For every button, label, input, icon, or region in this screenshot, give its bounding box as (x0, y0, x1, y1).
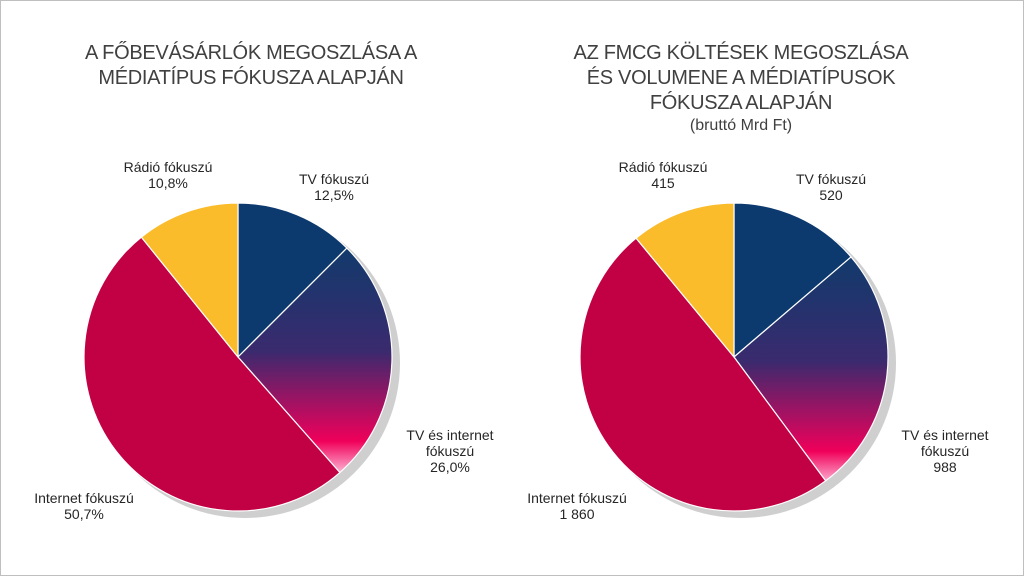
pie-chart-right: TV fókuszú 520 TV és internet fókuszú 988 Int… (527, 159, 988, 522)
pie-slice-tv (733, 202, 852, 359)
chart-title-right-line-1: AZ FMCG KÖLTÉSEK MEGOSZLÁSA (573, 42, 909, 64)
chart-title-right-line-2: ÉS VOLUMENE A MÉDIATÍPUSOK (586, 67, 896, 89)
chart-title-right-line-3: FÓKUSZA ALAPJÁN (649, 92, 833, 114)
chart-title-left-line-1: A FŐBEVÁSÁRLÓK MEGOSZLÁSA A (84, 42, 418, 64)
pie-slice-internet (579, 237, 827, 512)
data-label-tv-internet: TV és internet fókuszú 988 (901, 427, 988, 475)
pie-chart-left: TV fókuszú 12,5% TV és internet fókuszú 26,0… (34, 159, 493, 522)
chart-title-left: A FŐBEVÁSÁRLÓK MEGOSZLÁSA A MÉDIATÍPUS F… (41, 41, 461, 91)
pie-slice-tv-internet (733, 256, 889, 482)
data-label-internet: Internet fókuszú 50,7% (34, 490, 134, 522)
data-label-tv-internet: TV és internet fókuszú 26,0% (406, 427, 493, 475)
chart-subtitle-right: (bruttó Mrd Ft) (689, 117, 793, 134)
data-label-internet: Internet fókuszú 1 860 (527, 490, 627, 522)
data-label-tv: TV fókuszú 12,5% (299, 171, 369, 203)
pie-slice-tv (237, 202, 348, 359)
chart-title-right: AZ FMCG KÖLTÉSEK MEGOSZLÁSA ÉS VOLUMENE … (531, 41, 951, 116)
data-label-tv: TV fókuszú 520 (796, 171, 866, 203)
chart-title-left-line-2: MÉDIATÍPUS FÓKUSZA ALAPJÁN (98, 67, 404, 89)
pie-slice-tv-internet (237, 247, 393, 474)
pie-slice-radio (140, 202, 239, 359)
pie-slice-internet (83, 236, 341, 512)
pie-slice-radio (635, 202, 735, 359)
data-label-radio: Rádió fókuszú 415 (619, 159, 708, 191)
data-label-radio: Rádió fókuszú 10,8% (124, 159, 213, 191)
